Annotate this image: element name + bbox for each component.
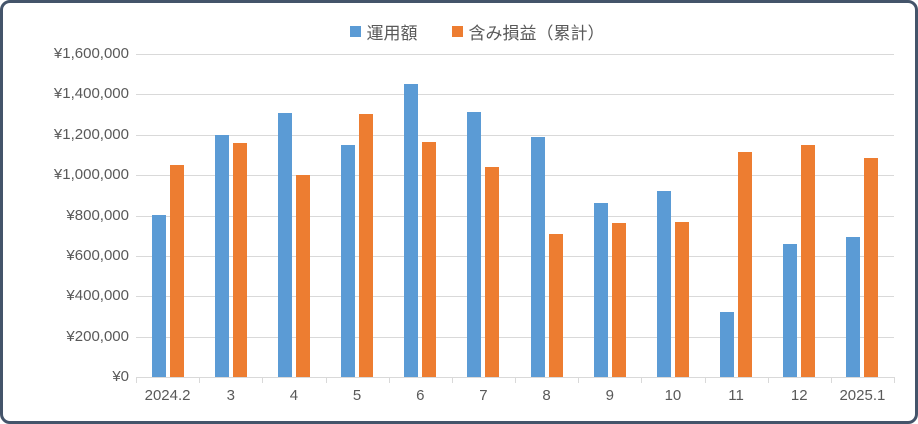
y-tick-label: ¥1,400,000 [53, 85, 129, 103]
x-tick-mark [199, 377, 200, 383]
legend-item-unyogaku: 運用額 [349, 19, 418, 44]
bar-fukumi-soneki-7 [485, 167, 499, 377]
x-tick-label: 2025.1 [839, 387, 886, 404]
gridline [136, 255, 894, 257]
x-tick-mark [515, 377, 516, 383]
y-tick-label: ¥1,600,000 [53, 45, 129, 62]
bar-fukumi-soneki-3 [233, 142, 247, 377]
gridline [136, 215, 894, 217]
gridline [136, 296, 894, 298]
legend: 運用額 含み損益（累計） [21, 19, 915, 44]
bar-fukumi-soneki-5 [359, 113, 373, 377]
x-tick-label: 8 [542, 387, 551, 404]
bar-unyogaku-5 [341, 144, 355, 377]
x-tick-label: 4 [289, 387, 299, 404]
bar-unyogaku-8 [531, 136, 545, 377]
bar-unyogaku-6 [404, 84, 418, 377]
x-tick-mark [894, 377, 895, 383]
bar-unyogaku-4 [278, 112, 292, 377]
bar-fukumi-soneki-8 [549, 233, 563, 377]
x-tick-label: 2024.2 [144, 387, 191, 404]
y-tick-label: ¥200,000 [66, 327, 129, 345]
bar-fukumi-soneki-2025.1 [864, 158, 878, 377]
legend-label: 含み損益（累計） [468, 24, 605, 43]
bar-fukumi-soneki-4 [296, 175, 310, 377]
y-tick-label: ¥1,200,000 [53, 125, 129, 143]
bar-fukumi-soneki-9 [612, 222, 626, 377]
bar-fukumi-soneki-12 [801, 144, 815, 377]
y-tick-label: ¥1,000,000 [53, 166, 129, 184]
x-tick-mark [452, 377, 453, 383]
bar-unyogaku-9 [594, 203, 608, 377]
gridline [136, 94, 894, 96]
x-tick-label: 6 [416, 387, 425, 404]
x-tick-mark [641, 377, 642, 383]
bar-unyogaku-11 [720, 312, 734, 377]
bar-fukumi-soneki-6 [422, 141, 436, 377]
bar-unyogaku-7 [467, 111, 481, 377]
x-tick-mark [705, 377, 706, 383]
bar-fukumi-soneki-11 [738, 151, 752, 377]
bar-fukumi-soneki-2024.2 [170, 165, 184, 377]
x-tick-mark [326, 377, 327, 383]
bar-unyogaku-3 [215, 134, 229, 377]
x-tick-mark [136, 377, 137, 383]
y-tick-label: ¥600,000 [66, 246, 129, 264]
x-tick-mark [389, 377, 390, 383]
y-tick-label: ¥400,000 [66, 287, 129, 305]
bar-unyogaku-12 [783, 243, 797, 377]
gridline [136, 336, 894, 338]
legend-swatch-icon [349, 26, 361, 37]
plot-area [136, 54, 895, 383]
x-tick-label: 3 [226, 387, 235, 404]
x-tick-mark [768, 377, 769, 383]
x-tick-label: 10 [664, 387, 682, 404]
gridline [136, 134, 894, 136]
y-tick-label: ¥800,000 [66, 206, 129, 224]
x-tick-mark [262, 377, 263, 383]
bar-unyogaku-2025.1 [846, 236, 860, 377]
x-tick-mark [578, 377, 579, 383]
bar-fukumi-soneki-10 [675, 221, 689, 377]
x-tick-label: 7 [479, 387, 488, 404]
bar-unyogaku-10 [657, 191, 671, 377]
x-tick-label: 5 [352, 387, 362, 404]
x-tick-label: 9 [605, 387, 614, 404]
x-tick-label: 12 [790, 387, 808, 404]
legend-swatch-icon [451, 26, 463, 37]
legend-item-fukumi-soneki: 含み損益（累計） [451, 19, 605, 44]
x-tick-mark [831, 377, 832, 383]
bar-unyogaku-2024.2 [152, 214, 166, 377]
x-tick-label: 11 [728, 387, 744, 404]
y-tick-label: ¥0 [112, 368, 129, 385]
gridline [136, 175, 894, 177]
legend-label: 運用額 [366, 24, 418, 43]
gridline [136, 54, 894, 55]
